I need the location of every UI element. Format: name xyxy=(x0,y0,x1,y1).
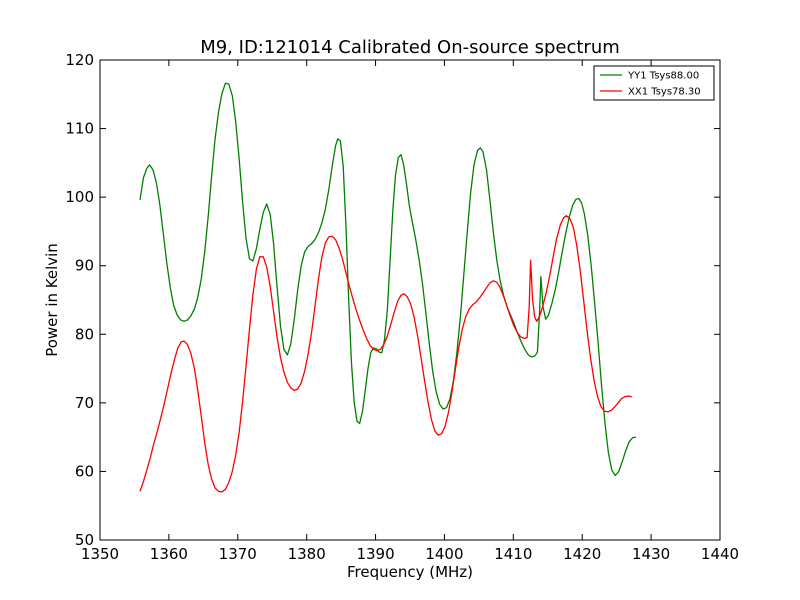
legend-label-2: XX1 Tsys78.30 xyxy=(628,87,701,98)
x-tick-label: 1360 xyxy=(150,545,188,563)
legend-box xyxy=(593,65,715,101)
plot-area xyxy=(99,59,721,541)
chart-title: M9, ID:121014 Calibrated On-source spect… xyxy=(200,37,620,58)
y-tick-label: 70 xyxy=(75,394,94,412)
y-axis: 50 60 70 80 90 100 110 120 xyxy=(65,51,720,549)
x-tick-label: 1350 xyxy=(81,545,119,563)
y-tick-label: 60 xyxy=(75,462,94,480)
x-tick-label: 1380 xyxy=(288,545,326,563)
legend-label-1: YY1 Tsys88.00 xyxy=(627,71,699,82)
series-line-1 xyxy=(139,82,637,477)
legend: YY1 Tsys88.00 XX1 Tsys78.30 xyxy=(593,65,715,101)
x-tick-label: 1440 xyxy=(701,545,739,563)
x-tick-label: 1390 xyxy=(356,545,394,563)
y-tick-label: 50 xyxy=(75,531,94,549)
y-tick-label: 120 xyxy=(65,51,94,69)
y-tick-label: 80 xyxy=(75,325,94,343)
x-axis-label: Frequency (MHz) xyxy=(347,563,473,581)
y-tick-label: 90 xyxy=(75,257,94,275)
y-tick-label: 100 xyxy=(65,188,94,206)
y-tick-label: 110 xyxy=(65,120,94,138)
plot-frame xyxy=(99,59,721,541)
series-line-2 xyxy=(139,215,632,493)
x-tick-label: 1430 xyxy=(632,545,670,563)
x-tick-label: 1410 xyxy=(494,545,532,563)
x-tick-label: 1370 xyxy=(219,545,257,563)
x-axis: 1350 1360 1370 1380 1390 1400 1410 1420 1430 1440 xyxy=(81,60,739,563)
y-axis-label: Power in Kelvin xyxy=(43,243,61,357)
x-tick-label: 1400 xyxy=(425,545,463,563)
series-layer xyxy=(139,82,637,493)
x-tick-label: 1420 xyxy=(563,545,601,563)
